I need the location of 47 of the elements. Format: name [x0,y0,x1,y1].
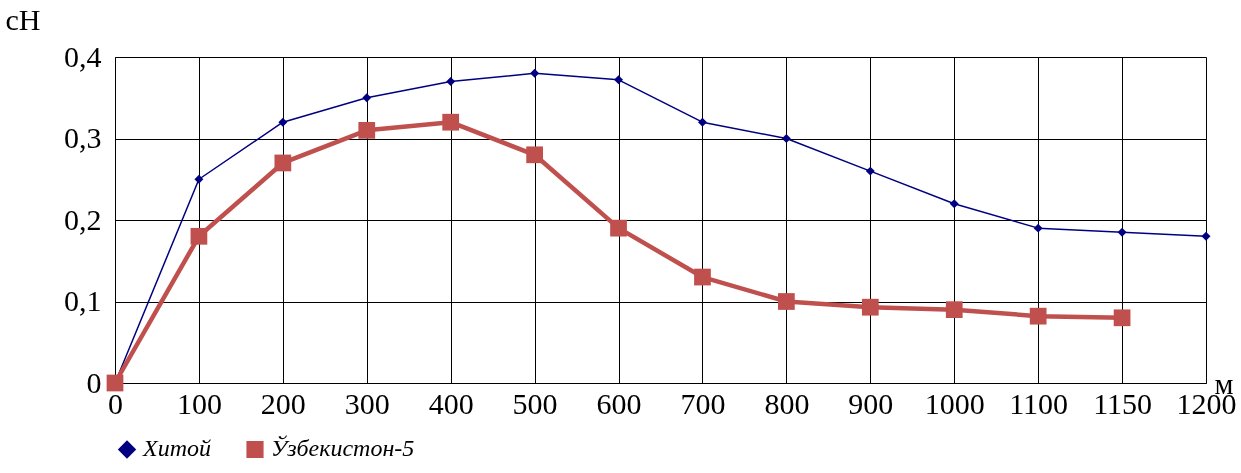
point [945,301,963,319]
x-tick-label: 600 [596,386,642,420]
point [1201,231,1211,241]
point [865,166,875,176]
x-tick-label: 300 [344,386,390,420]
x-tick-label: 700 [680,386,726,420]
x-tick-label: 200 [260,386,306,420]
point [778,293,795,310]
point [949,199,959,209]
point [610,219,627,237]
point [278,117,288,127]
y-tick-label: 0,2 [64,202,102,236]
x-tick-label: 900 [848,386,894,420]
legend-label: Хитой [142,435,211,462]
x-tick-label: 0 [108,386,123,420]
point [274,154,292,172]
point [614,75,624,85]
point [1117,227,1127,237]
point [697,117,707,127]
point [1029,307,1047,325]
x-tick-label: 1100 [1009,386,1069,420]
x-tick-label: 1150 [1093,386,1153,420]
x-tick-label: 800 [764,386,810,420]
y-tick-label: 0 [86,365,102,399]
y-tick-label: 0,4 [64,39,102,73]
x-tick-label: 1000 [924,386,985,420]
point [194,174,204,184]
x-tick-label: 100 [176,386,222,420]
point [530,68,540,78]
point [106,374,124,392]
point [1033,223,1043,233]
point [362,93,372,103]
point [442,113,460,131]
point [694,268,711,286]
y-axis-title: сН [5,2,41,36]
point [526,146,543,164]
point [1113,309,1131,327]
legend-label: Ўзбекистон-5 [271,435,415,462]
x-tick-label: 500 [512,386,558,420]
x-tick-label: 400 [428,386,474,420]
point [358,121,376,139]
point [861,298,879,316]
y-tick-label: 0,1 [64,284,102,317]
point [446,76,456,86]
point [190,227,208,245]
y-tick-label: 0,3 [64,121,102,154]
point [781,134,791,143]
